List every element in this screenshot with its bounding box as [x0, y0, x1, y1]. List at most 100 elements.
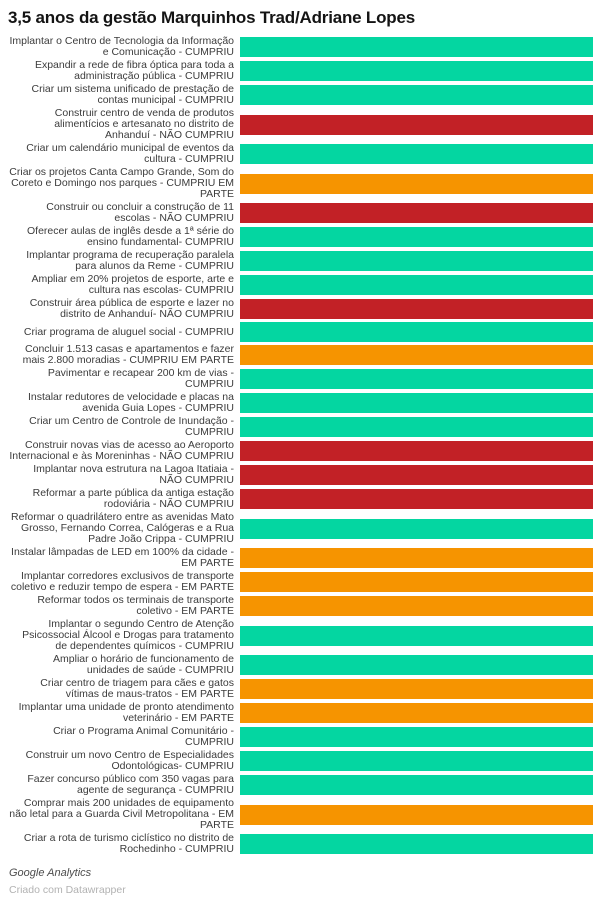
status-bar	[240, 251, 593, 271]
chart-row: Implantar o segundo Centro de Atenção Ps…	[8, 619, 593, 652]
chart-row: Oferecer aulas de inglês desde a 1ª séri…	[8, 226, 593, 248]
bar-label: Implantar programa de recuperação parale…	[26, 249, 234, 272]
chart-row: Construir área pública de esporte e laze…	[8, 298, 593, 320]
chart-row: Criar um sistema unificado de prestação …	[8, 84, 593, 106]
bar-label: Instalar lâmpadas de LED em 100% da cida…	[11, 546, 234, 569]
bar-label: Construir ou concluir a construção de 11…	[46, 201, 234, 224]
bar-label: Concluir 1.513 casas e apartamentos e fa…	[22, 343, 234, 366]
chart-title: 3,5 anos da gestão Marquinhos Trad/Adria…	[8, 8, 415, 27]
bar-label: Criar a rota de turismo ciclístico no di…	[23, 832, 234, 855]
chart-row: Criar um Centro de Controle de Inundação…	[8, 416, 593, 438]
status-bar	[240, 203, 593, 223]
bar-label: Implantar o Centro de Tecnologia da Info…	[9, 35, 234, 58]
chart-row: Expandir a rede de fibra óptica para tod…	[8, 60, 593, 82]
bar-label: Construir um novo Centro de Especialidad…	[25, 749, 234, 772]
status-bar	[240, 489, 593, 509]
bar-label: Criar o Programa Animal Comunitário - CU…	[53, 725, 234, 748]
status-bar	[240, 322, 593, 342]
status-bar	[240, 548, 593, 568]
chart-row: Implantar uma unidade de pronto atendime…	[8, 702, 593, 724]
chart-row: Criar programa de aluguel social - CUMPR…	[8, 322, 593, 342]
chart-row: Reformar todos os terminais de transport…	[8, 595, 593, 617]
bar-label: Reformar a parte pública da antiga estaç…	[32, 487, 234, 510]
chart-row: Criar um calendário municipal de eventos…	[8, 143, 593, 165]
bar-label: Criar um sistema unificado de prestação …	[31, 83, 234, 106]
chart-row: Ampliar em 20% projetos de esporte, arte…	[8, 274, 593, 296]
chart-row: Ampliar o horário de funcionamento de un…	[8, 654, 593, 676]
status-bar	[240, 596, 593, 616]
bar-label: Pavimentar e recapear 200 km de vias - C…	[47, 367, 234, 390]
chart-row: Construir ou concluir a construção de 11…	[8, 202, 593, 224]
bar-label: Reformar o quadrilátero entre as avenida…	[11, 511, 234, 545]
status-bar	[240, 572, 593, 592]
datawrapper-chart-page: 3,5 anos da gestão Marquinhos Trad/Adria…	[8, 8, 593, 896]
status-bar	[240, 775, 593, 795]
bar-label: Criar um Centro de Controle de Inundação…	[29, 415, 234, 438]
chart-row: Construir novas vias de acesso ao Aeropo…	[8, 440, 593, 462]
status-bar	[240, 834, 593, 854]
bar-label: Implantar corredores exclusivos de trans…	[10, 570, 234, 593]
status-bar	[240, 703, 593, 723]
status-bar	[240, 114, 593, 135]
chart-row: Fazer concurso público com 350 vagas par…	[8, 774, 593, 796]
chart-row: Instalar lâmpadas de LED em 100% da cida…	[8, 547, 593, 569]
status-bar	[240, 655, 593, 675]
status-bar	[240, 275, 593, 295]
bar-label: Ampliar o horário de funcionamento de un…	[53, 653, 234, 676]
status-bar	[240, 417, 593, 437]
bar-label: Implantar uma unidade de pronto atendime…	[18, 701, 234, 724]
status-bar	[240, 173, 593, 194]
bar-label: Criar centro de triagem para cães e gato…	[40, 677, 234, 700]
chart-row: Implantar nova estrutura na Lagoa Itatia…	[8, 464, 593, 486]
bar-label: Implantar o segundo Centro de Atenção Ps…	[22, 618, 234, 652]
status-bar	[240, 518, 593, 539]
bar-label: Fazer concurso público com 350 vagas par…	[27, 773, 234, 796]
status-bar	[240, 85, 593, 105]
status-bar	[240, 465, 593, 485]
chart-row: Instalar redutores de velocidade e placa…	[8, 392, 593, 414]
bar-label: Ampliar em 20% projetos de esporte, arte…	[31, 273, 234, 296]
chart-row: Concluir 1.513 casas e apartamentos e fa…	[8, 344, 593, 366]
chart-row: Construir centro de venda de produtos al…	[8, 108, 593, 141]
status-bar	[240, 679, 593, 699]
status-bar	[240, 37, 593, 57]
status-bar	[240, 61, 593, 81]
bar-label: Criar um calendário municipal de eventos…	[26, 142, 234, 165]
status-bar	[240, 369, 593, 389]
bar-label: Criar programa de aluguel social - CUMPR…	[23, 325, 234, 338]
chart-row: Criar o Programa Animal Comunitário - CU…	[8, 726, 593, 748]
chart-row: Reformar a parte pública da antiga estaç…	[8, 488, 593, 510]
bar-label: Expandir a rede de fibra óptica para tod…	[34, 59, 234, 82]
bar-label: Construir centro de venda de produtos al…	[54, 107, 234, 141]
status-bar	[240, 804, 593, 825]
bar-label: Instalar redutores de velocidade e placa…	[27, 391, 234, 414]
bar-label: Oferecer aulas de inglês desde a 1ª séri…	[26, 225, 234, 248]
chart-row: Criar a rota de turismo ciclístico no di…	[8, 833, 593, 855]
bar-label: Comprar mais 200 unidades de equipamento…	[9, 797, 234, 831]
bar-label: Construir novas vias de acesso ao Aeropo…	[9, 439, 234, 462]
chart-row: Construir um novo Centro de Especialidad…	[8, 750, 593, 772]
status-bar	[240, 393, 593, 413]
chart-byline: Google Analytics	[9, 867, 92, 879]
bar-label: Reformar todos os terminais de transport…	[37, 594, 234, 617]
chart-row: Criar os projetos Canta Campo Grande, So…	[8, 167, 593, 200]
bar-label: Implantar nova estrutura na Lagoa Itatia…	[33, 463, 234, 486]
chart-row: Implantar programa de recuperação parale…	[8, 250, 593, 272]
status-bar	[240, 625, 593, 646]
status-bar	[240, 441, 593, 461]
chart-row: Criar centro de triagem para cães e gato…	[8, 678, 593, 700]
status-bar	[240, 227, 593, 247]
status-bar	[240, 345, 593, 365]
status-bar	[240, 144, 593, 164]
chart-row: Implantar corredores exclusivos de trans…	[8, 571, 593, 593]
chart-footer: Google Analytics Criado com Datawrapper	[8, 867, 593, 897]
chart-row: Reformar o quadrilátero entre as avenida…	[8, 512, 593, 545]
bar-chart: Implantar o Centro de Tecnologia da Info…	[8, 36, 593, 855]
status-bar	[240, 751, 593, 771]
datawrapper-credit: Criado com Datawrapper	[9, 884, 126, 896]
chart-row: Implantar o Centro de Tecnologia da Info…	[8, 36, 593, 58]
bar-label: Construir área pública de esporte e laze…	[29, 297, 234, 320]
bar-label: Criar os projetos Canta Campo Grande, So…	[9, 166, 234, 200]
status-bar	[240, 299, 593, 319]
chart-row: Pavimentar e recapear 200 km de vias - C…	[8, 368, 593, 390]
